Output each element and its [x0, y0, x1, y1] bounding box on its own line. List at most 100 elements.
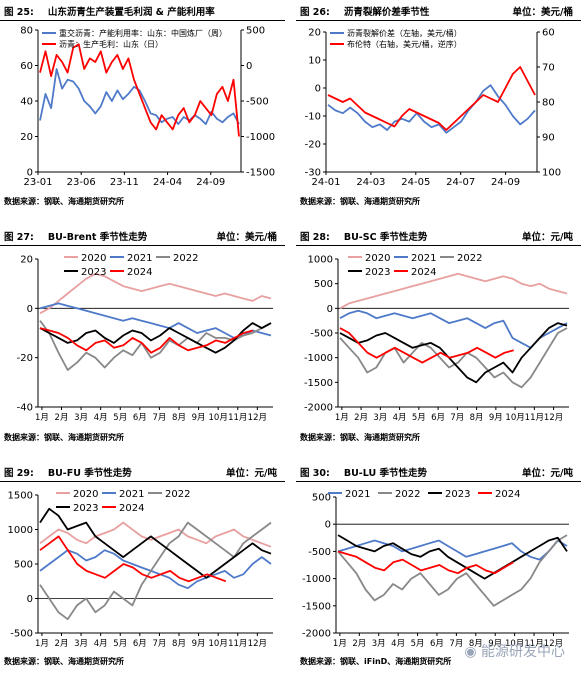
series-line- — [39, 68, 240, 125]
x-tick-label: 10月 — [505, 639, 524, 649]
x-tick-label: 11月 — [525, 413, 544, 423]
x-tick-label: 23-01 — [23, 177, 52, 188]
y-right-tick-label: 60 — [542, 28, 555, 39]
x-tick-label: 8月 — [172, 639, 186, 649]
legend-label: 2023 — [81, 267, 106, 278]
x-tick-label: 1月 — [35, 413, 49, 423]
x-tick-label: 12月 — [544, 639, 563, 649]
x-tick-label: 1月 — [35, 639, 49, 649]
chart-title: 图 27: BU-Brent 季节性走势 — [4, 232, 148, 243]
x-tick-label: 8月 — [469, 639, 483, 649]
x-tick-label: 11月 — [228, 639, 247, 649]
title-divider — [0, 20, 285, 21]
source-note: 数据来源：钢联、海通期货研究所 — [4, 657, 124, 666]
x-tick-label: 24-07 — [446, 177, 475, 188]
y-tick-label: 0 — [27, 304, 33, 315]
y-tick-label: -1000 — [304, 353, 333, 364]
legend-label: 2024 — [495, 489, 520, 500]
y-tick-label: 40 — [20, 97, 33, 108]
x-tick-label: 5月 — [412, 413, 426, 423]
series-line-2022 — [39, 521, 272, 621]
y-tick-label: 0 — [325, 520, 331, 531]
chart-title: 图 28: BU-SC 季节性走势 — [300, 232, 428, 243]
y-tick-label: 80 — [20, 26, 33, 37]
y-tick-label: -20 — [305, 140, 321, 151]
x-tick-label: 24-04 — [153, 177, 182, 188]
legend-label: 2020 — [81, 253, 106, 264]
x-tick-label: 1月 — [333, 639, 347, 649]
series-line-2021 — [39, 302, 272, 339]
source-note: 数据来源：钢联、海通期货研究所 — [4, 197, 124, 206]
y-tick-label: -10 — [305, 112, 321, 123]
y-tick-label: 1500 — [8, 491, 33, 502]
x-tick-label: 9月 — [488, 639, 502, 649]
x-tick-label: 10月 — [209, 639, 228, 649]
y-tick-label: 1000 — [8, 525, 33, 536]
series-line-2023 — [39, 322, 272, 354]
x-tick-label: 2月 — [55, 639, 69, 649]
series-line- — [39, 43, 240, 137]
y-tick-label: -2000 — [304, 403, 333, 414]
x-tick-label: 2月 — [55, 413, 69, 423]
series-line-2022 — [339, 327, 568, 389]
series-line-2023 — [39, 507, 272, 579]
chart-title: 图 26: 沥青裂解价差季节性 — [300, 7, 430, 18]
x-tick-label: 12月 — [248, 639, 267, 649]
y-right-tick-label: 70 — [542, 63, 555, 74]
x-tick-label: 3月 — [74, 639, 88, 649]
legend-label: 2022 — [457, 253, 482, 264]
legend-label: 2021 — [119, 489, 144, 500]
y-tick-label: 500 — [14, 560, 33, 571]
title-divider — [296, 245, 581, 246]
series-line-2020 — [39, 272, 272, 315]
legend-label: 2024 — [119, 503, 144, 514]
series-line-2023 — [339, 322, 568, 384]
y-right-tick-label: -1500 — [246, 168, 275, 179]
y-tick-label: 60 — [20, 61, 33, 72]
x-tick-label: 6月 — [133, 639, 147, 649]
x-tick-label: 9月 — [489, 413, 503, 423]
legend-label: 2024 — [411, 267, 436, 278]
y-tick-label: 500 — [314, 279, 333, 290]
series-line-2022 — [337, 534, 568, 607]
footer-brand: ◉ 能源研发中心 — [464, 644, 565, 660]
chart-panel-p5: 图 29: BU-FU 季节性走势 单位：元/吨 1500 1000 500 0 -500… — [0, 465, 285, 670]
x-tick-label: 5月 — [113, 413, 127, 423]
chart-panel-p6: 图 30: BU-LU 季节性走势 单位：元/吨 500 0 -500 -1000 -15… — [296, 465, 581, 670]
legend-label: 沥青：生产毛利：山东（日） — [59, 39, 163, 49]
title-divider — [0, 481, 285, 482]
y-right-tick-label: -500 — [246, 97, 269, 108]
x-tick-label: 4月 — [94, 639, 108, 649]
x-tick-label: 7月 — [152, 413, 166, 423]
x-tick-label: 9月 — [192, 413, 206, 423]
x-tick-label: 12月 — [248, 413, 267, 423]
x-tick-label: 24-09 — [491, 177, 520, 188]
title-divider — [296, 481, 581, 482]
series-line-2020 — [339, 272, 568, 310]
y-tick-label: -30 — [305, 168, 321, 179]
y-tick-label: -500 — [308, 547, 331, 558]
x-tick-label: 7月 — [152, 639, 166, 649]
x-tick-label: 12月 — [544, 413, 563, 423]
y-right-tick-label: -1000 — [246, 132, 275, 143]
chart-panel-p4: 图 28: BU-SC 季节性走势 单位：元/吨 1000 500 0 -500 -100… — [296, 229, 581, 444]
legend-label: 2022 — [173, 253, 198, 264]
x-tick-label: 10月 — [505, 413, 524, 423]
x-tick-label: 8月 — [470, 413, 484, 423]
chart-title: 图 29: BU-FU 季节性走势 — [4, 468, 132, 479]
y-tick-label: -1500 — [304, 378, 333, 389]
chart-panel-p2: 图 26: 沥青裂解价差季节性 单位：美元/桶 20 10 0 -10 -20 -30 60 7… — [296, 4, 581, 209]
series-line-2021 — [339, 309, 568, 349]
x-tick-label: 4月 — [94, 413, 108, 423]
chart-unit: 单位：元/吨 — [522, 232, 573, 243]
series-line-2024 — [39, 327, 254, 354]
x-tick-label: 5月 — [411, 639, 425, 649]
legend-label: 2021 — [345, 489, 370, 500]
x-tick-label: 23-06 — [67, 177, 96, 188]
x-tick-label: 24-03 — [356, 177, 385, 188]
